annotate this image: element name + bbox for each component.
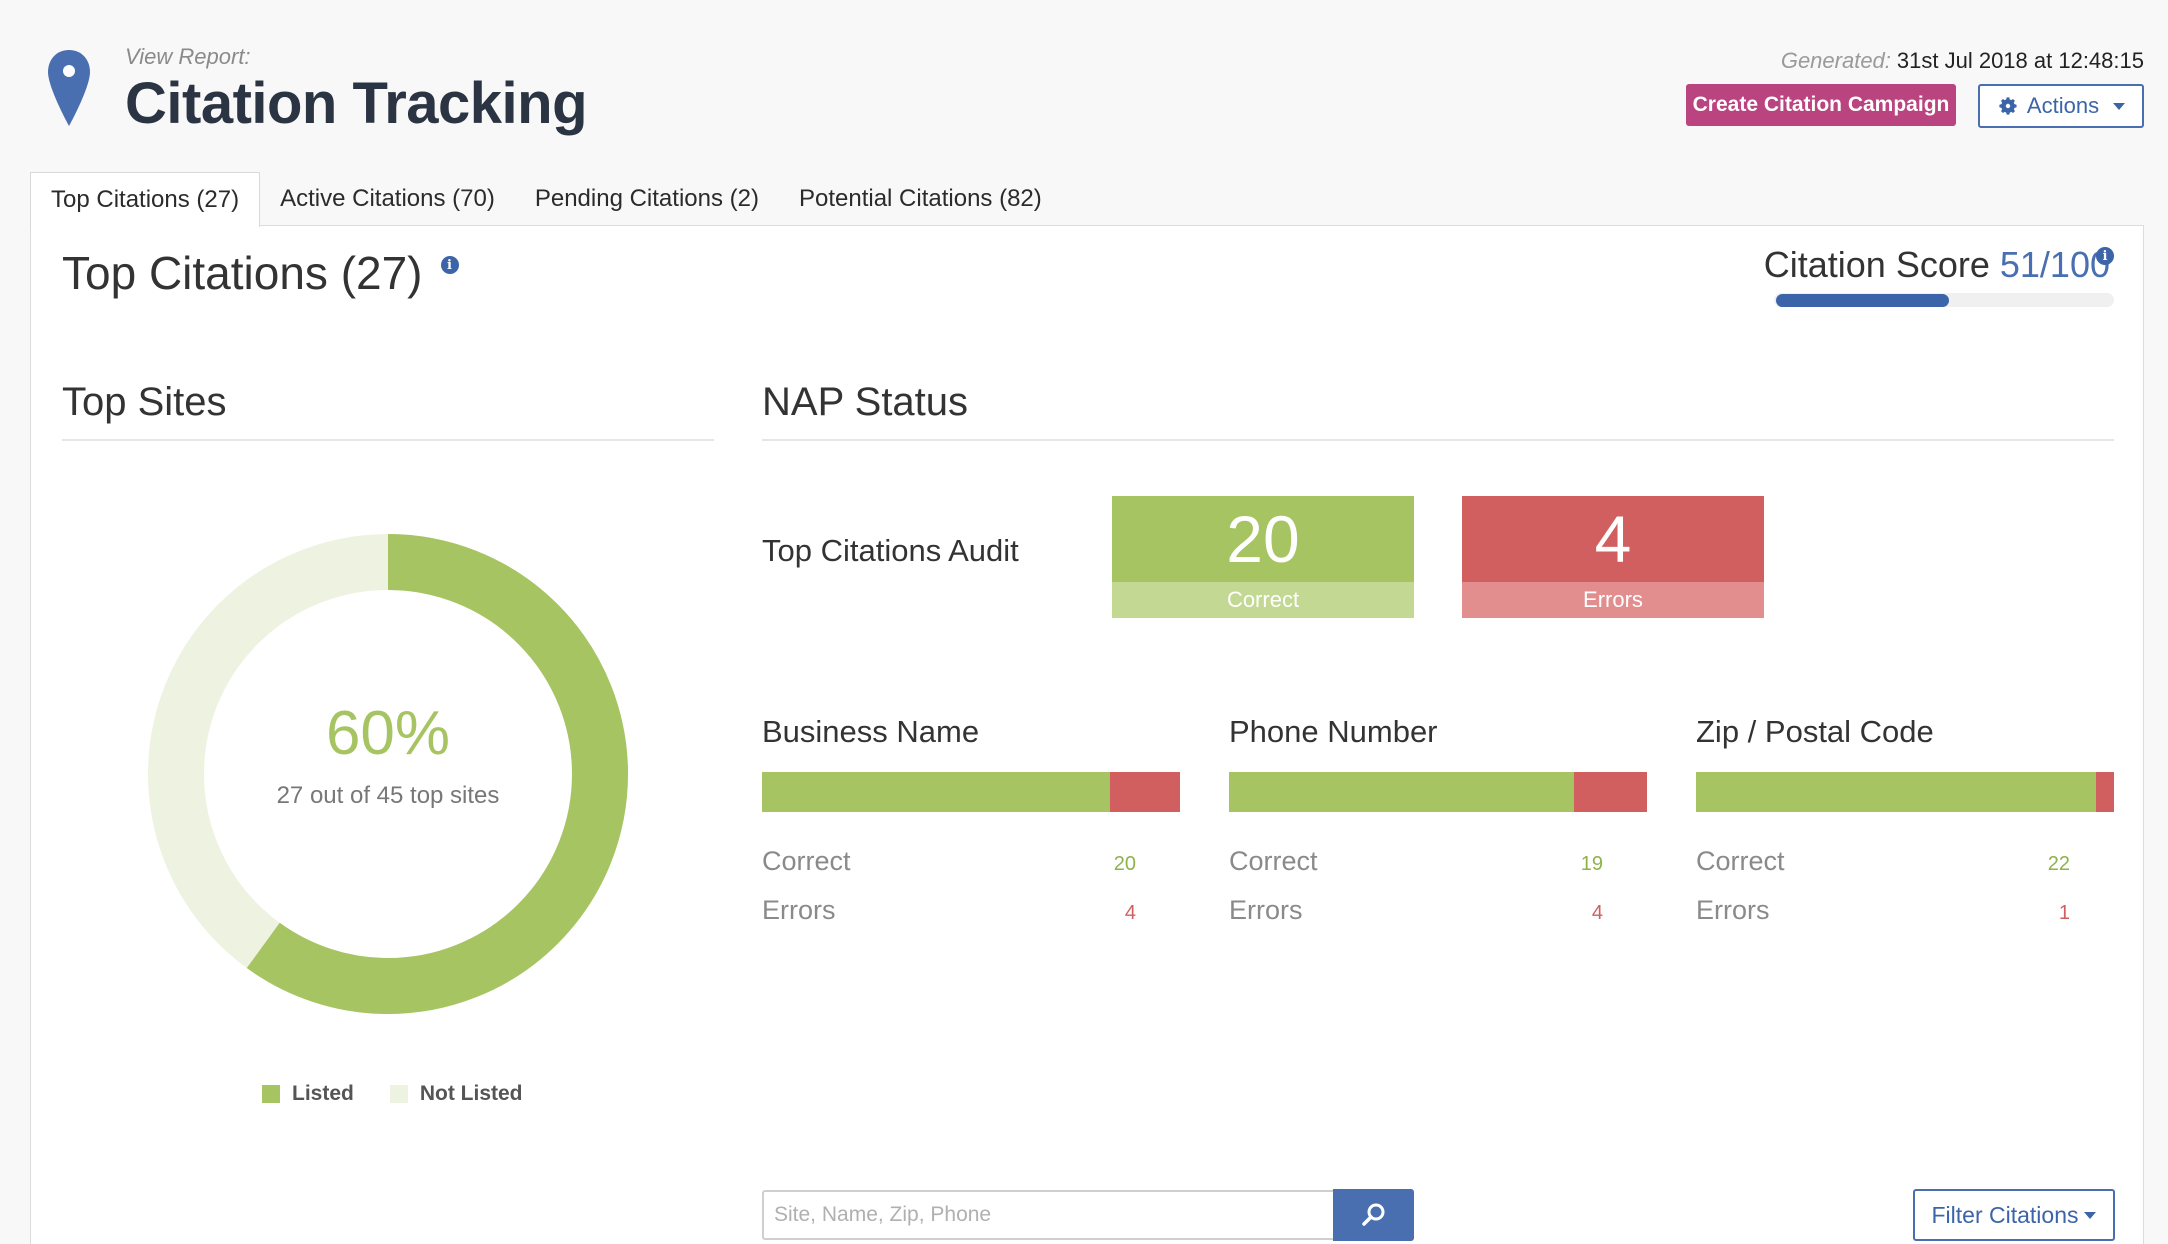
top-sites-summary: 27 out of 45 top sites [276,782,500,809]
info-icon[interactable]: i [2096,247,2114,265]
citation-score-value: 51/100 [1999,244,2110,285]
filter-citations-label: Filter Citations [1931,1201,2079,1228]
panel-header: Top Citations (27) i [62,246,459,300]
nap-status-title: NAP Status [762,380,969,424]
filter-citations-button[interactable]: Filter Citations [1913,1189,2115,1241]
nap-errors-count: 4 [1591,902,1603,924]
audit-errors-count: 4 [1462,496,1764,582]
panel-title: Top Citations (27) [62,247,423,299]
nap-correct-row: Correct 20 [762,846,1180,877]
citation-score-fill [1776,294,1949,307]
map-pin-icon [48,50,90,126]
nap-bar-correct-segment [762,772,1111,812]
top-sites-title: Top Sites [62,380,227,424]
citation-score: Citation Score 51/100 [1764,244,2110,286]
tab-top-citations[interactable]: Top Citations (27) [30,172,261,227]
generated-label: Generated: [1780,48,1891,73]
top-citations-audit-label: Top Citations Audit [762,533,1019,568]
citation-score-label: Citation Score [1763,244,1990,285]
chevron-down-icon [2113,102,2126,110]
audit-errors-label: Errors [1462,582,1764,618]
nap-bar-errors-segment [1110,772,1180,812]
nap-correct-count: 20 [1113,853,1136,875]
nap-field-title: Business Name [762,714,980,749]
nap-correct-count: 22 [2047,853,2070,875]
search-button[interactable] [1333,1189,1414,1241]
top-sites-divider [62,439,714,441]
nap-correct-label: Correct [1696,846,1785,876]
nap-errors-count: 4 [1124,902,1136,924]
nap-bar-errors-segment [2095,772,2114,812]
gear-icon [1999,97,2017,115]
citation-search-input[interactable] [762,1190,1334,1240]
info-icon[interactable]: i [440,256,459,274]
nap-correct-label: Correct [1229,846,1318,876]
tab-bar: Top Citations (27) Active Citations (70)… [30,172,1062,227]
nap-correct-row: Correct 19 [1229,846,1647,877]
top-sites-donut-chart [148,534,628,1014]
audit-correct-count: 20 [1112,496,1414,582]
nap-errors-row: Errors 4 [1229,895,1647,926]
nap-field-bar [762,772,1180,812]
nap-correct-row: Correct 22 [1696,846,2114,877]
page-title: Citation Tracking [125,71,588,136]
content-panel [30,225,2144,1244]
nap-errors-row: Errors 4 [762,895,1180,926]
generated-timestamp: Generated: 31st Jul 2018 at 12:48:15 [1781,48,2144,74]
nap-field-title: Zip / Postal Code [1696,714,1934,749]
legend-not-listed-swatch [389,1085,408,1103]
legend-listed: Listed [262,1082,354,1106]
legend-not-listed: Not Listed [389,1082,523,1106]
nap-status-divider [762,439,2114,441]
nap-bar-correct-segment [1696,772,2096,812]
nap-errors-label: Errors [1696,895,1770,925]
nap-errors-count: 1 [2058,902,2070,924]
donut-legend: Listed Not Listed [262,1082,523,1106]
actions-button[interactable]: Actions [1978,84,2144,128]
donut-listed-segment [148,534,628,1014]
legend-listed-label: Listed [292,1082,354,1105]
audit-correct-box: 20 Correct [1112,496,1414,618]
nap-errors-label: Errors [762,895,836,925]
nap-field-zip-postal-code: Zip / Postal Code Correct 22 Errors 1 [1696,714,2114,926]
nap-bar-correct-segment [1229,772,1575,812]
nap-field-phone-number: Phone Number Correct 19 Errors 4 [1229,714,1647,926]
nap-field-bar [1229,772,1647,812]
chevron-down-icon [2084,1211,2097,1219]
actions-button-label: Actions [2026,93,2100,118]
legend-not-listed-label: Not Listed [419,1082,523,1105]
audit-correct-label: Correct [1112,582,1414,618]
tab-pending-citations[interactable]: Pending Citations (2) [534,185,759,212]
nap-bar-errors-segment [1574,772,1647,812]
nap-field-title: Phone Number [1229,714,1438,749]
nap-errors-row: Errors 1 [1696,895,2114,926]
create-citation-campaign-button[interactable]: Create Citation Campaign [1686,84,1956,126]
tab-potential-citations[interactable]: Potential Citations (82) [798,185,1042,212]
nap-field-business-name: Business Name Correct 20 Errors 4 [762,714,1180,926]
top-sites-percent: 60% [325,699,451,768]
legend-listed-swatch [262,1085,280,1103]
search-icon [1361,1203,1384,1226]
nap-errors-label: Errors [1229,895,1303,925]
view-report-label: View Report: [125,44,251,69]
nap-field-bar [1696,772,2114,812]
generated-value: 31st Jul 2018 at 12:48:15 [1896,48,2144,73]
audit-errors-box: 4 Errors [1462,496,1764,618]
tab-active-citations[interactable]: Active Citations (70) [280,185,495,212]
nap-correct-label: Correct [762,846,851,876]
nap-correct-count: 19 [1580,853,1603,875]
